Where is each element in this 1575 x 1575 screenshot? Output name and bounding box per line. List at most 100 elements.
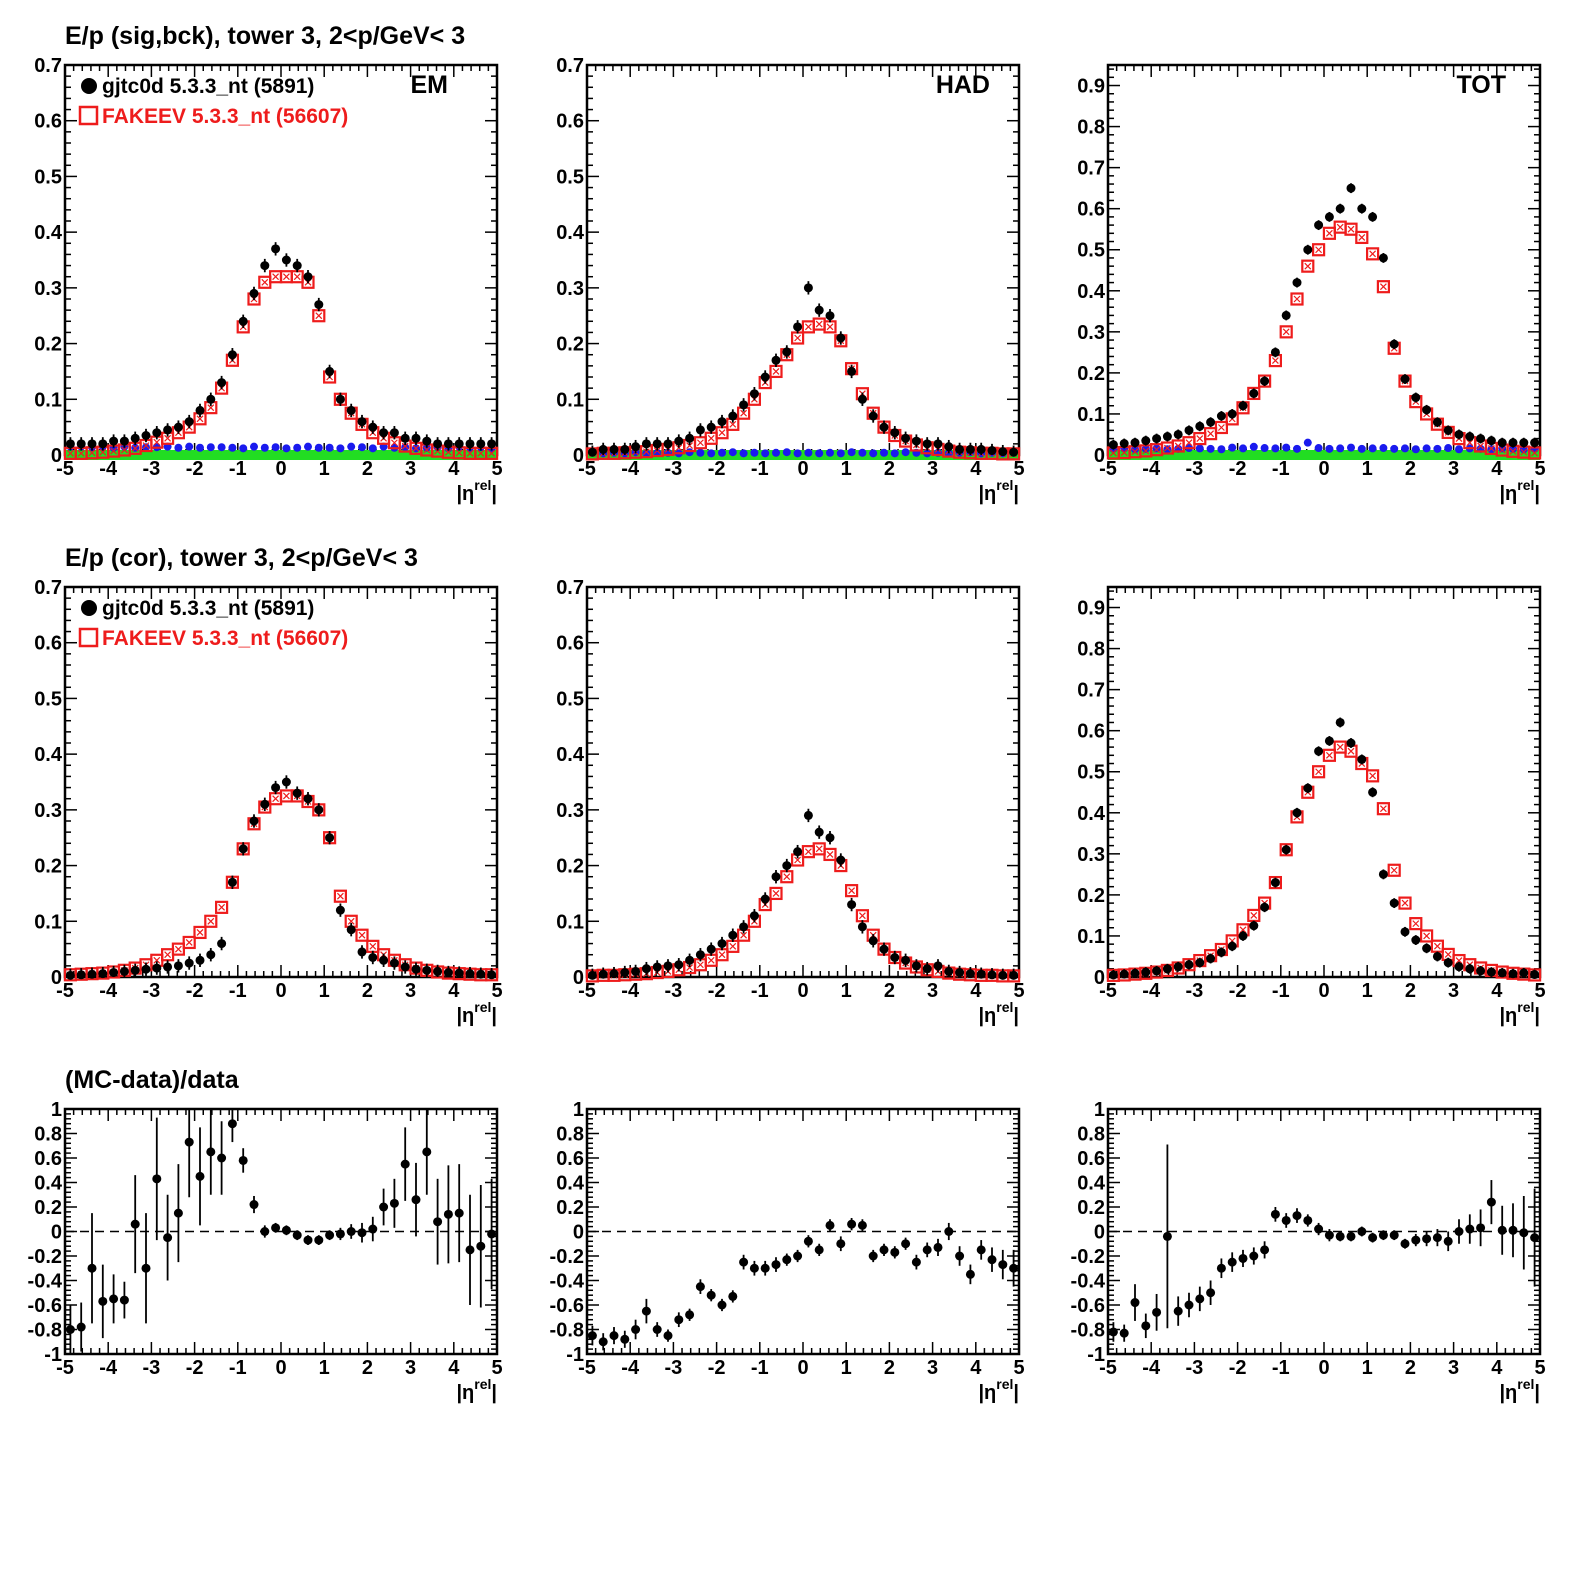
y-tick-label: -0.6 [28,1295,62,1317]
data-point [443,968,453,978]
data-point [76,1322,86,1332]
background-point [653,448,662,457]
data-point [195,1171,205,1181]
mc-point-cross [77,449,85,457]
mc-point [1355,230,1369,245]
data-point [1292,1211,1302,1221]
x-tick-label: 1 [319,458,330,480]
x-tick-label: -2 [1229,980,1247,1002]
x-tick-label: -5 [1099,1357,1117,1379]
mc-point-cross [1250,911,1258,919]
y-tick-label: 0.8 [1077,1124,1105,1146]
x-tick-label: -4 [1142,980,1161,1002]
x-axis-label-base: |η [1499,483,1517,505]
y-tick-label: 0.5 [34,166,62,188]
background-point [826,448,834,457]
background-point [707,449,716,458]
x-axis-label: |ηrel| [1499,999,1540,1027]
background-point [901,448,910,457]
y-tick-label: 0.4 [1077,1173,1106,1195]
data-point [1497,438,1507,448]
data-point [825,833,835,843]
mc-point-cross [772,368,780,375]
x-axis-label-base: |η [456,1005,474,1027]
x-tick-label: -5 [578,980,596,1002]
data-point [1443,1236,1453,1246]
data-point [130,1219,140,1229]
zero-band [65,450,497,460]
data-point [465,1245,475,1255]
data-point [803,1236,813,1246]
data-point [1227,1257,1237,1267]
x-tick-label: -2 [708,458,726,480]
y-tick-label: 0.9 [1077,76,1105,98]
row3-title: (MC-data)/data [65,1066,240,1094]
data-point [163,962,173,972]
mc-point-cross [412,444,420,452]
background-point [185,442,194,451]
data-point [1195,958,1205,968]
data-point [443,439,453,449]
data-point [65,439,75,449]
data-point [325,366,335,376]
background-point [696,448,705,457]
x-tick-label: 4 [448,458,460,480]
x-axis-label-bar: | [1534,483,1540,505]
background-point [804,448,813,457]
mc-point-cross [686,442,694,449]
background-point [718,448,726,457]
data-point [400,1159,410,1169]
x-tick-label: -2 [186,1357,204,1379]
x-tick-label: -1 [1272,980,1290,1002]
x-tick-label: 5 [491,458,502,480]
data-point [1346,738,1356,748]
x-axis-label-sup: rel [1517,999,1534,1015]
y-tick-label: 0.5 [556,688,584,710]
data-point [152,1174,162,1184]
mc-point [1257,374,1272,388]
y-tick-label: 0 [573,1222,584,1244]
data-point [163,425,173,435]
data-point [238,844,248,854]
mc-point [1311,243,1326,257]
data-point [587,1331,597,1341]
data-point [749,1263,759,1273]
data-point [933,961,943,971]
mc-point [1344,222,1358,236]
data-point [620,968,630,978]
data-point [1162,1231,1172,1241]
data-point [1260,376,1270,386]
x-tick-label: 0 [1318,1357,1329,1379]
data-point [1335,204,1345,214]
x-axis-label-sup: rel [474,1376,491,1392]
mc-point [1409,917,1423,931]
data-point [760,372,770,382]
panel-row2-HAD: -5 -4 -3 -2 -1 0 1 2 3 4 5 0 0.1 0.2 0.3 0.4 0.5 0.6 0.7 |η… [556,577,1024,1027]
mc-point-cross [1109,449,1117,457]
mc-point-cross [174,945,182,953]
data-point [1119,969,1129,979]
data-point [1314,220,1324,230]
data-point [598,969,608,979]
x-axis-label-bar: | [1013,483,1019,505]
data-point [292,1230,302,1240]
y-tick-label: 0.4 [556,744,585,766]
x-tick-label: -4 [621,980,640,1002]
y-tick-label: 0.2 [556,1197,584,1219]
data-point [1400,374,1410,384]
y-tick-label: 0.7 [34,55,62,77]
data-point [857,394,867,404]
x-tick-label: -5 [56,1357,74,1379]
data-point [587,447,597,457]
data-point [1357,754,1367,764]
mc-point-cross [1412,920,1420,928]
x-tick-label: -2 [708,1357,726,1379]
mc-point [204,914,218,928]
mc-point-cross [261,278,269,286]
data-point [663,439,673,449]
x-tick-label: 2 [884,980,895,1002]
data-point [1422,943,1432,953]
data-point [141,1263,151,1273]
x-tick-label: 5 [1534,1357,1545,1379]
background-point [282,444,291,453]
